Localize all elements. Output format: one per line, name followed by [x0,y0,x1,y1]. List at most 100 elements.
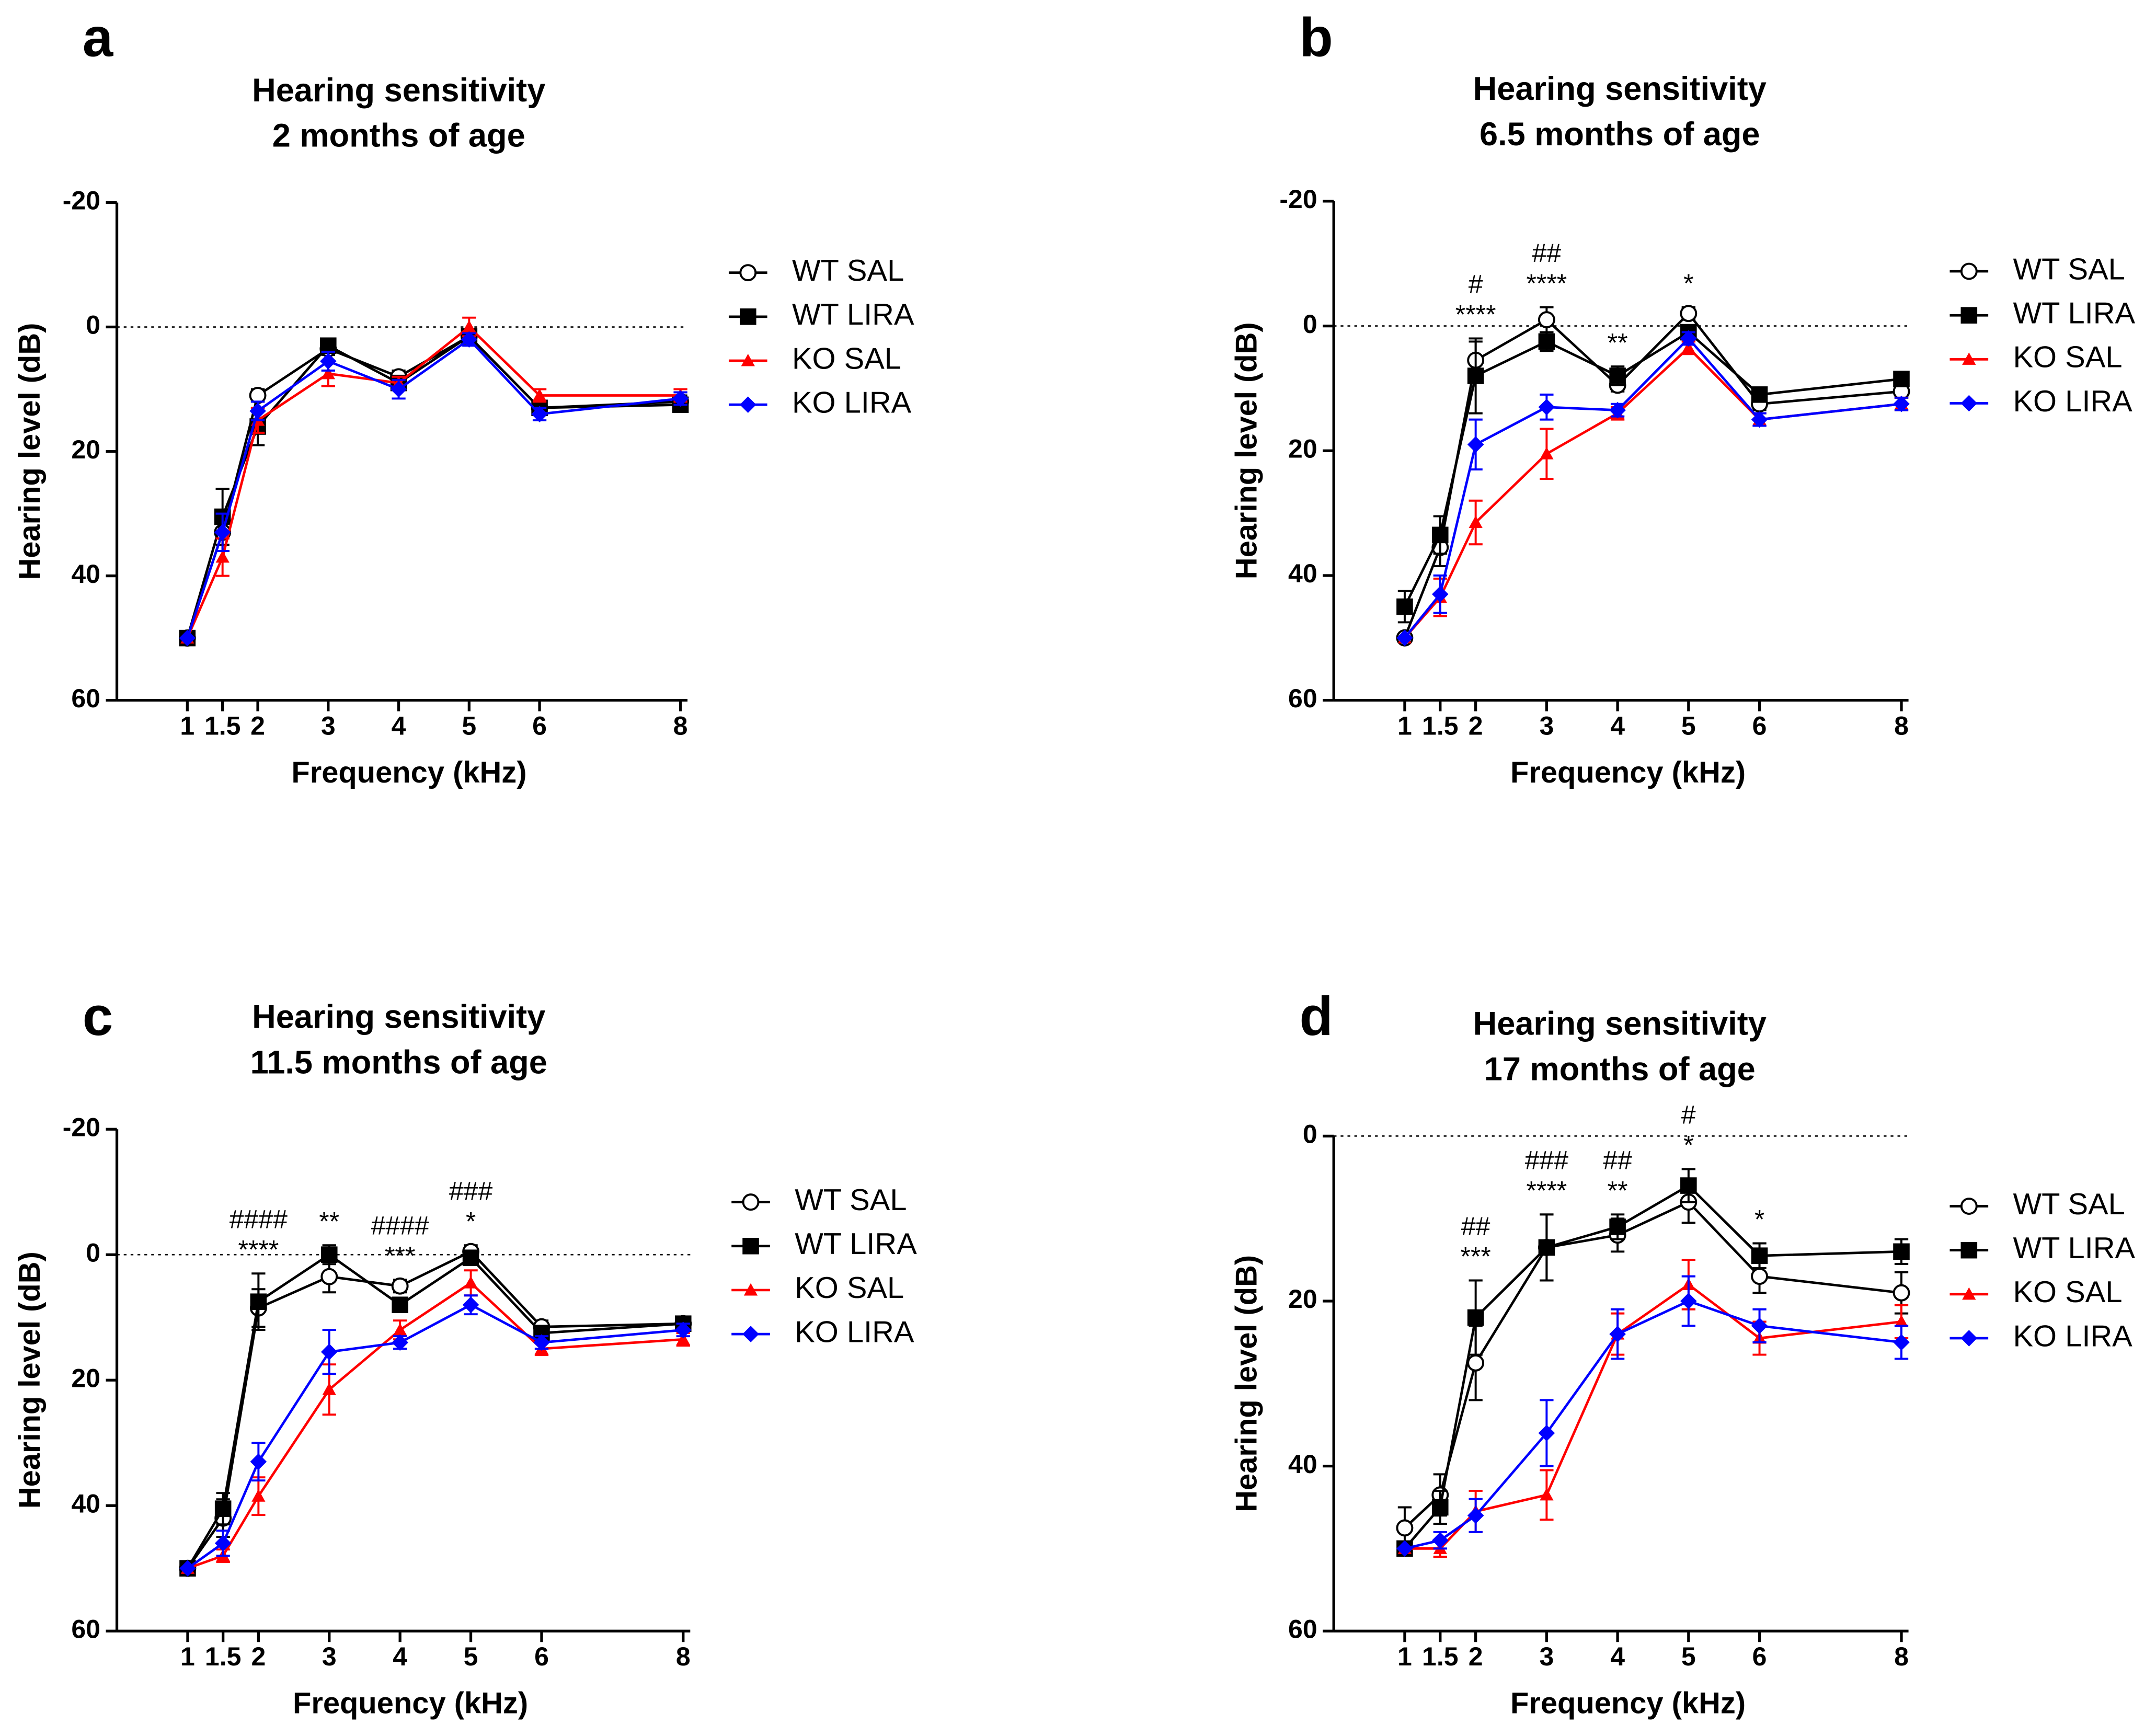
marker [1467,367,1484,384]
y-axis-label: Hearing level (dB) [13,323,47,580]
series-line [1404,1184,1902,1549]
marker [1894,1315,1909,1327]
chart-title: 6.5 months of age [1480,116,1760,153]
legend-label: WT SAL [2013,252,2125,286]
marker [321,366,335,380]
marker [1680,1293,1697,1309]
x-tick-label: 4 [1610,711,1625,740]
marker [1540,1488,1554,1501]
y-tick-label: 40 [71,1489,100,1518]
series-line [1404,336,1902,639]
marker [462,320,476,333]
marker [215,550,230,563]
series-line [186,338,681,639]
x-tick-label: 6 [1752,711,1767,740]
marker [676,1332,690,1345]
y-axis-label: Hearing level (dB) [1230,1255,1263,1512]
x-tick-label: 1.5 [1422,1642,1458,1671]
x-tick-label: 5 [1681,1642,1696,1671]
x-tick-label: 5 [1681,711,1696,740]
x-tick-label: 8 [1894,1642,1909,1671]
marker [1681,341,1695,353]
y-tick-label: 60 [1288,1614,1317,1643]
legend-label: WT LIRA [2013,1232,2135,1265]
marker [1680,305,1698,323]
marker [533,1334,550,1351]
marker [1396,1540,1413,1557]
annotation: ### [1525,1146,1569,1175]
legend-marker [1960,262,1978,280]
legend-marker [1962,352,1976,365]
series-line [1404,1300,1902,1550]
marker [250,1453,267,1470]
annotation: #### [371,1211,429,1240]
chart-title: Hearing sensitivity [252,72,545,109]
marker [391,1277,409,1295]
marker [674,1321,692,1338]
y-tick-label: 40 [1288,1450,1317,1479]
y-tick-label: 20 [71,435,100,464]
marker [251,1489,266,1502]
legend-marker [739,308,756,325]
marker [1396,598,1413,615]
legend-label: WT LIRA [795,1227,917,1261]
marker [1893,395,1910,412]
y-tick-label: 60 [71,684,100,713]
legend-label: WT SAL [795,1183,907,1217]
marker [320,353,337,370]
x-tick-label: 6 [1752,1642,1767,1671]
x-tick-label: 1.5 [204,711,240,740]
legend-label: WT SAL [2013,1188,2125,1221]
marker [1893,1243,1910,1260]
legend-marker [1960,1330,1978,1347]
legend-label: WT LIRA [792,298,914,331]
x-tick-label: 4 [393,1642,407,1671]
marker [1432,526,1449,544]
legend-marker [741,353,755,366]
annotation: *** [1460,1242,1490,1271]
series-line [186,335,681,639]
marker [1609,401,1626,419]
x-tick-label: 8 [676,1642,691,1671]
x-tick-label: 6 [532,711,547,740]
annotation: ** [1608,328,1628,357]
x-tick-label: 5 [462,711,476,740]
marker [1396,629,1413,647]
x-tick-label: 1.5 [205,1642,241,1671]
marker [214,524,231,541]
y-tick-label: 0 [86,1238,100,1267]
legend-label: KO LIRA [2013,385,2132,418]
series-line [1404,346,1902,639]
legend-label: KO SAL [2013,341,2122,374]
series-line [187,1303,683,1570]
panel: b Hearing sensitivity 6.5 months of age -20… [1230,7,2135,789]
series-line [186,1253,683,1569]
chart-title: 11.5 months of age [250,1044,547,1080]
series-line [186,335,681,639]
marker [322,1383,336,1395]
y-tick-label: 20 [1288,434,1317,463]
x-tick-label: 3 [321,711,336,740]
marker [214,1535,232,1551]
x-tick-label: 1 [1397,1642,1412,1671]
marker [1609,1326,1626,1342]
x-tick-label: 2 [251,1642,266,1671]
annotation: ** [319,1206,339,1236]
y-tick-label: -20 [63,186,100,215]
legend-marker [739,264,757,282]
panel-label: d [1299,986,1333,1047]
legend-marker [1960,395,1978,412]
annotation: **** [1526,1176,1567,1205]
panel: c Hearing sensitivity 11.5 months of age -2… [13,986,917,1720]
annotation: ** [1608,1176,1628,1205]
marker [1467,1354,1485,1372]
marker [1467,436,1484,453]
legend-label: KO SAL [795,1271,904,1305]
marker [179,629,196,647]
series-line [187,1281,683,1570]
legend-label: KO SAL [792,342,901,375]
chart-title: Hearing sensitivity [1473,1006,1767,1042]
x-tick-label: 2 [1469,1642,1483,1671]
